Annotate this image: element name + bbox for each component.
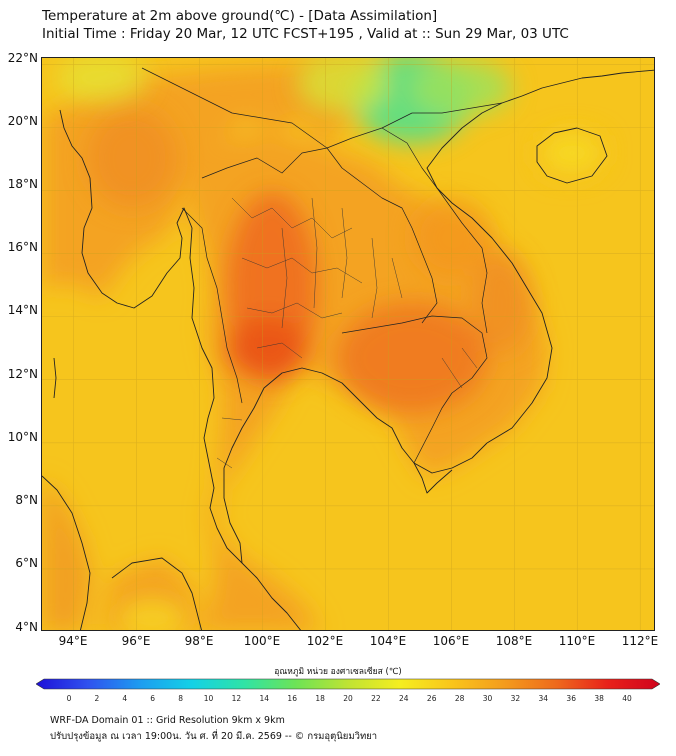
border-china bbox=[141, 67, 503, 149]
lat-label: 4°N bbox=[15, 620, 38, 634]
border-thai-laos bbox=[201, 147, 438, 324]
colorbar-tick-label: 10 bbox=[204, 694, 214, 703]
border-cambodia bbox=[341, 315, 488, 464]
lat-label: 8°N bbox=[15, 493, 38, 507]
colorbar-tick-label: 16 bbox=[287, 694, 297, 703]
lon-label: 98°E bbox=[184, 634, 214, 648]
lat-label: 6°N bbox=[15, 556, 38, 570]
border-myanmar-thai bbox=[181, 207, 243, 404]
colorbar-tick-label: 30 bbox=[483, 694, 493, 703]
graticule bbox=[42, 58, 654, 630]
island-andaman bbox=[53, 357, 57, 399]
model-info: WRF-DA Domain 01 :: Grid Resolution 9km … bbox=[50, 715, 285, 726]
colorbar-tick-label: 12 bbox=[232, 694, 242, 703]
map-canvas bbox=[42, 58, 654, 630]
hot-bangkok-region bbox=[227, 318, 307, 378]
lat-label: 16°N bbox=[7, 240, 38, 254]
lat-label: 10°N bbox=[7, 430, 38, 444]
lat-label: 12°N bbox=[7, 367, 38, 381]
land-mass-sumatra bbox=[42, 478, 92, 630]
colorbar-tick-label: 6 bbox=[150, 694, 155, 703]
temperature-map bbox=[41, 57, 655, 631]
colorbar-tick-label: 34 bbox=[539, 694, 549, 703]
colorbar: 0 2 4 6 8 10 12 14 16 18 20 22 24 26 28 30 32 34 36 38 40 bbox=[36, 678, 660, 703]
hot-myanmar-west bbox=[87, 108, 177, 208]
hot-areas bbox=[87, 108, 532, 413]
colorbar-tick-label: 28 bbox=[455, 694, 465, 703]
coastline-hainan bbox=[536, 127, 608, 184]
colorbar-title: อุณหภูมิ หน่วย องศาเซลเซียส (℃) bbox=[274, 667, 402, 677]
colorbar-tick-label: 8 bbox=[178, 694, 183, 703]
coastline-china-south bbox=[521, 69, 654, 97]
lat-label: 14°N bbox=[7, 303, 38, 317]
colorbar-tick-label: 18 bbox=[315, 694, 325, 703]
lon-label: 106°E bbox=[432, 634, 470, 648]
cool-myanmar-north bbox=[57, 58, 147, 103]
colorbar-body bbox=[36, 678, 660, 690]
coastline-gulf-of-thailand bbox=[223, 367, 488, 564]
lon-label: 112°E bbox=[621, 634, 659, 648]
cool-hainan bbox=[542, 133, 602, 173]
lon-label: 94°E bbox=[58, 634, 88, 648]
lat-label: 20°N bbox=[7, 114, 38, 128]
colorbar-tick-label: 20 bbox=[343, 694, 353, 703]
lat-label: 18°N bbox=[7, 177, 38, 191]
lat-label: 22°N bbox=[7, 51, 38, 65]
colorbar-tick-label: 38 bbox=[594, 694, 604, 703]
colorbar-tick-label: 40 bbox=[622, 694, 632, 703]
colorbar-ticks: 0 2 4 6 8 10 12 14 16 18 20 22 24 26 28 30 32 34 36 38 40 bbox=[67, 694, 632, 703]
coastline-borneo bbox=[111, 557, 202, 630]
coastlines-borders bbox=[42, 67, 654, 630]
hot-cambodia bbox=[337, 303, 487, 413]
hot-vietnam-highlands bbox=[472, 253, 532, 353]
lon-label: 102°E bbox=[306, 634, 344, 648]
cool-areas bbox=[57, 58, 602, 630]
lon-label: 110°E bbox=[558, 634, 596, 648]
colorbar-tick-label: 26 bbox=[427, 694, 437, 703]
cool-gulf-tonkin-north bbox=[412, 60, 512, 116]
coastline-ca-mau bbox=[413, 462, 453, 494]
cool-highlands-south bbox=[117, 598, 187, 630]
coastline-myanmar-west bbox=[59, 109, 301, 630]
cool-yunnan bbox=[297, 58, 387, 113]
hot-laos-north bbox=[412, 198, 492, 278]
lon-label: 100°E bbox=[243, 634, 281, 648]
colorbar-tick-label: 24 bbox=[399, 694, 409, 703]
colorbar-tick-label: 0 bbox=[67, 694, 72, 703]
lon-label: 104°E bbox=[369, 634, 407, 648]
province-lines bbox=[216, 197, 478, 469]
lon-label: 96°E bbox=[121, 634, 151, 648]
map-subtitle: Initial Time : Friday 20 Mar, 12 UTC FCS… bbox=[42, 26, 569, 42]
colorbar-tick-label: 2 bbox=[95, 694, 100, 703]
colorbar-tick-label: 14 bbox=[260, 694, 270, 703]
coastline-sumatra bbox=[42, 475, 91, 630]
coastline-vietnam bbox=[426, 95, 553, 444]
colorbar-tick-label: 22 bbox=[371, 694, 381, 703]
border-laos-vietnam bbox=[326, 127, 488, 334]
map-title: Temperature at 2m above ground(℃) - [Dat… bbox=[42, 8, 438, 24]
colorbar-tick-label: 36 bbox=[566, 694, 576, 703]
colorbar-tick-label: 4 bbox=[122, 694, 127, 703]
update-credit: ปรับปรุงข้อมูล ณ เวลา 19:00น. วัน ศ. ที่… bbox=[50, 731, 378, 742]
lon-label: 108°E bbox=[495, 634, 533, 648]
colorbar-tick-label: 32 bbox=[511, 694, 521, 703]
